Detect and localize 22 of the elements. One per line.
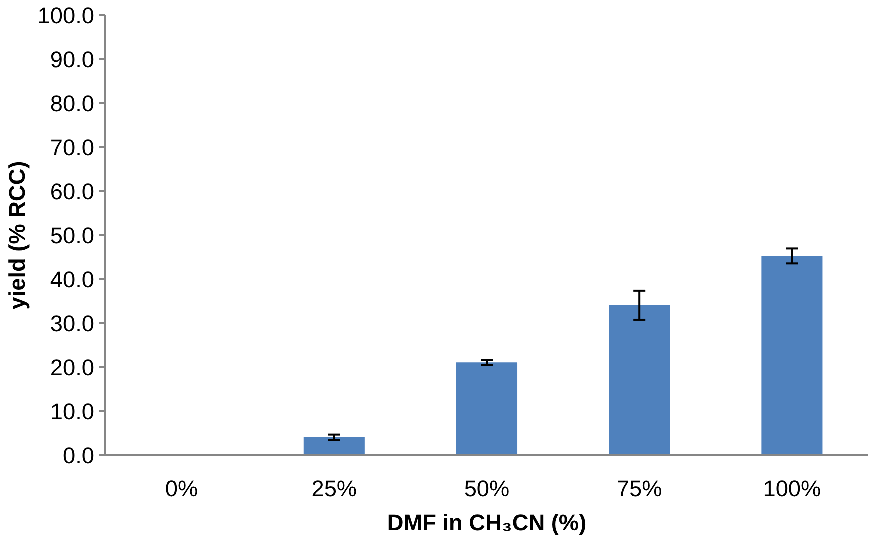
y-tick-label: 100.0	[38, 2, 95, 28]
x-tick-label: 75%	[616, 476, 662, 502]
y-tick-label: 0.0	[63, 442, 95, 468]
x-tick-label: 0%	[165, 476, 198, 502]
bar	[456, 362, 518, 456]
x-tick-label: 25%	[312, 476, 358, 502]
y-tick-label: 70.0	[50, 134, 95, 160]
bar	[762, 256, 823, 456]
y-axis-title: yield (% RCC)	[4, 161, 30, 310]
x-axis-title: DMF in CH₃CN (%)	[387, 510, 587, 536]
y-tick-label: 40.0	[50, 266, 95, 292]
y-tick-label: 80.0	[50, 90, 95, 116]
x-tick-label: 50%	[464, 476, 510, 502]
y-tick-label: 30.0	[50, 310, 95, 336]
y-tick-label: 10.0	[50, 398, 95, 424]
y-tick-label: 90.0	[50, 46, 95, 72]
y-tick-label: 20.0	[50, 354, 95, 380]
y-tick-label: 60.0	[50, 178, 95, 204]
bar	[609, 305, 670, 456]
x-tick-label: 100%	[763, 476, 822, 502]
bar	[304, 437, 365, 456]
y-tick-label: 50.0	[50, 222, 95, 248]
